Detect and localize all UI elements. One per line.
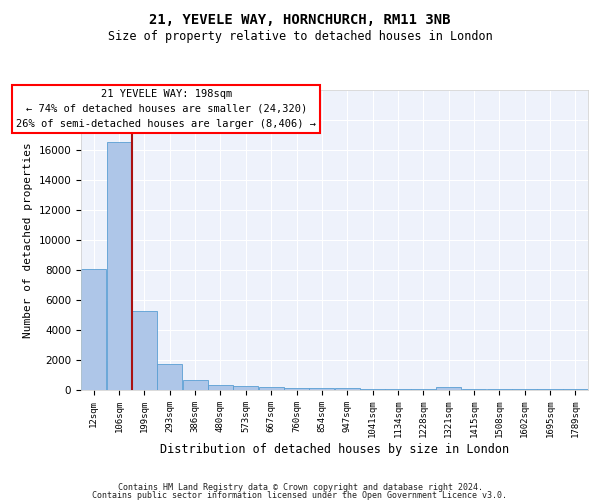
Bar bbox=[310, 388, 334, 390]
Bar bbox=[132, 310, 157, 390]
Bar bbox=[233, 386, 259, 390]
Text: 21, YEVELE WAY, HORNCHURCH, RM11 3NB: 21, YEVELE WAY, HORNCHURCH, RM11 3NB bbox=[149, 12, 451, 26]
Text: Size of property relative to detached houses in London: Size of property relative to detached ho… bbox=[107, 30, 493, 43]
Bar bbox=[157, 364, 182, 390]
Bar bbox=[335, 388, 360, 390]
Bar bbox=[182, 380, 208, 390]
Bar bbox=[436, 387, 461, 390]
Bar bbox=[461, 389, 487, 390]
Bar bbox=[259, 388, 284, 390]
Text: Contains HM Land Registry data © Crown copyright and database right 2024.: Contains HM Land Registry data © Crown c… bbox=[118, 484, 482, 492]
Text: 21 YEVELE WAY: 198sqm
← 74% of detached houses are smaller (24,320)
26% of semi-: 21 YEVELE WAY: 198sqm ← 74% of detached … bbox=[16, 89, 316, 128]
Bar bbox=[385, 388, 410, 390]
Bar bbox=[208, 385, 233, 390]
Bar bbox=[538, 389, 563, 390]
Bar bbox=[284, 388, 309, 390]
Bar bbox=[411, 389, 436, 390]
X-axis label: Distribution of detached houses by size in London: Distribution of detached houses by size … bbox=[160, 443, 509, 456]
Bar bbox=[360, 388, 385, 390]
Bar bbox=[81, 269, 106, 390]
Bar bbox=[487, 389, 512, 390]
Y-axis label: Number of detached properties: Number of detached properties bbox=[23, 142, 33, 338]
Bar bbox=[512, 389, 537, 390]
Text: Contains public sector information licensed under the Open Government Licence v3: Contains public sector information licen… bbox=[92, 491, 508, 500]
Bar bbox=[107, 142, 131, 390]
